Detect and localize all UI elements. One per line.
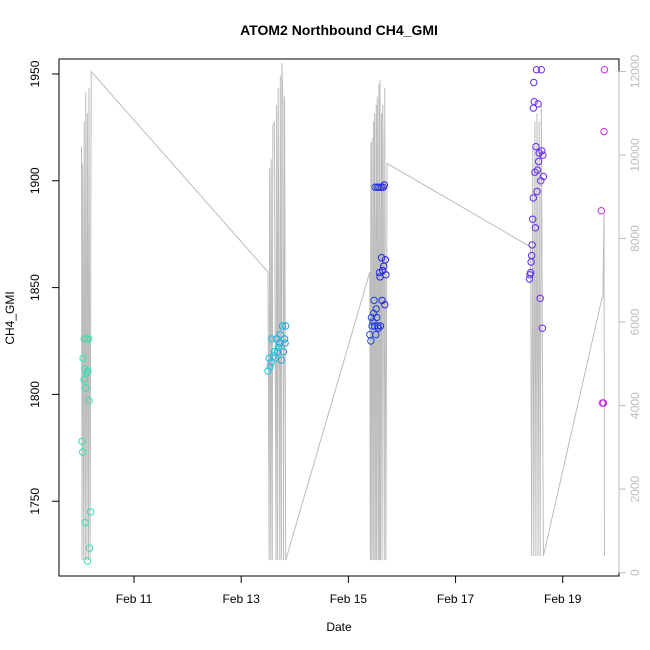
x-tick-label: Feb 19	[544, 592, 582, 606]
data-point	[533, 187, 541, 196]
data-point	[86, 508, 95, 516]
y-tick-label: 1800	[28, 381, 42, 408]
data-point	[282, 322, 290, 330]
y-axis-left: 1750 1800 1850 1900 1950	[28, 60, 60, 515]
data-point	[264, 367, 272, 375]
altitude-line	[81, 63, 605, 561]
data-point	[528, 251, 536, 260]
y-tick-label: 1750	[28, 488, 42, 515]
data-points	[78, 66, 609, 565]
data-point	[267, 358, 275, 367]
data-point	[85, 397, 93, 405]
data-point	[82, 384, 90, 392]
data-point	[600, 66, 609, 74]
data-point	[600, 127, 608, 136]
data-point	[269, 352, 278, 360]
data-point	[80, 335, 88, 343]
data-point	[534, 100, 542, 108]
y-axis-right: 0 2000 4000 6000 8000 10000 12000	[618, 55, 642, 576]
data-point	[81, 518, 90, 527]
data-point	[275, 343, 283, 352]
y-tick-label: 1850	[28, 274, 42, 301]
data-point	[281, 339, 289, 347]
data-point	[374, 324, 383, 332]
data-point	[266, 362, 274, 371]
data-point	[372, 330, 380, 339]
y-axis-label: CH4_GMI	[3, 291, 17, 344]
data-point	[279, 348, 288, 356]
data-point	[533, 166, 542, 174]
x-axis: Feb 11 Feb 13 Feb 15 Feb 17 Feb 19	[116, 575, 582, 606]
data-point	[597, 207, 605, 215]
x-axis-label: Date	[326, 620, 352, 634]
data-point	[276, 339, 284, 347]
data-point	[532, 66, 541, 74]
data-point	[367, 313, 376, 322]
data-point	[377, 254, 386, 262]
data-point	[84, 335, 93, 343]
data-point	[538, 324, 547, 332]
data-point	[84, 367, 92, 375]
y2-tick-label: 4000	[628, 392, 642, 419]
y2-tick-label: 12000	[628, 55, 642, 89]
data-point	[373, 313, 381, 322]
data-point	[369, 318, 377, 326]
data-point	[79, 354, 87, 362]
x-tick-label: Feb 17	[437, 592, 475, 606]
data-point	[276, 330, 284, 339]
data-point	[367, 337, 375, 345]
data-point	[539, 172, 548, 181]
y2-tick-label: 0	[628, 569, 642, 576]
y2-tick-label: 8000	[628, 225, 642, 252]
data-point	[268, 335, 276, 343]
data-point	[278, 322, 287, 330]
data-point	[526, 268, 535, 277]
data-point	[538, 147, 546, 155]
y-tick-label: 1950	[28, 60, 42, 87]
chart-title: ATOM2 Northbound CH4_GMI	[240, 22, 438, 38]
data-point	[381, 301, 389, 309]
data-point	[372, 305, 380, 313]
data-point	[280, 335, 289, 343]
data-point	[381, 256, 390, 264]
y2-tick-label: 2000	[628, 475, 642, 502]
y2-tick-label: 6000	[628, 308, 642, 335]
data-point	[539, 151, 547, 159]
data-point	[530, 98, 538, 106]
x-tick-label: Feb 11	[116, 592, 153, 606]
data-point	[382, 271, 390, 279]
data-point	[370, 296, 378, 305]
altitude-series	[81, 63, 605, 561]
x-tick-label: Feb 15	[330, 592, 368, 606]
data-point	[534, 157, 543, 166]
y-tick-label: 1900	[28, 167, 42, 194]
data-point	[536, 294, 544, 302]
x-tick-label: Feb 13	[223, 592, 261, 606]
data-point	[537, 66, 545, 74]
data-point	[599, 399, 608, 407]
data-point	[82, 335, 91, 343]
data-point	[80, 375, 88, 384]
data-point	[85, 544, 94, 552]
data-point	[531, 224, 540, 232]
data-point	[380, 181, 388, 189]
data-point	[529, 194, 537, 202]
data-point	[78, 448, 87, 456]
data-point	[376, 322, 385, 330]
data-point	[277, 356, 286, 364]
data-point	[529, 215, 537, 223]
data-point	[530, 78, 538, 87]
data-point	[83, 557, 92, 565]
data-point	[532, 142, 540, 151]
data-point	[528, 241, 536, 249]
y2-tick-label: 10000	[628, 138, 642, 172]
data-point	[78, 437, 86, 446]
